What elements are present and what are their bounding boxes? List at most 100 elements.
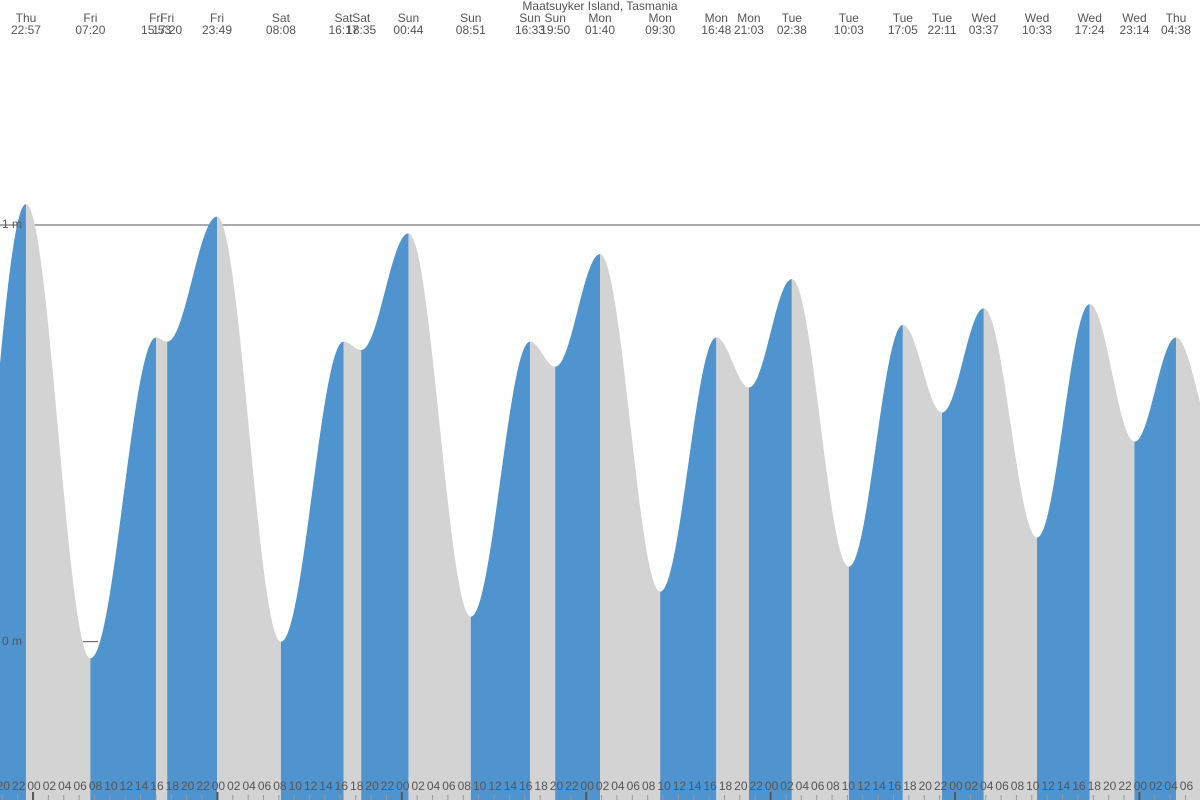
rising-area [1134, 337, 1176, 800]
x-tick-label: 00 [581, 779, 595, 793]
falling-area [600, 254, 661, 800]
x-tick-label: 02 [596, 779, 610, 793]
chart-title: Maatsuyker Island, Tasmania [522, 0, 678, 13]
event-time: 23:49 [202, 23, 232, 37]
x-tick-label: 04 [611, 779, 625, 793]
x-tick-label: 20 [365, 779, 379, 793]
event-time: 10:33 [1022, 23, 1052, 37]
x-tick-label: 04 [980, 779, 994, 793]
x-tick-label: 20 [0, 779, 10, 793]
x-tick-label: 00 [27, 779, 41, 793]
x-tick-label: 10 [1026, 779, 1040, 793]
x-tick-label: 18 [166, 779, 180, 793]
x-tick-label: 08 [89, 779, 103, 793]
x-tick-label: 22 [12, 779, 26, 793]
event-day: Mon [588, 11, 611, 25]
rising-area [280, 341, 344, 800]
x-tick-label: 04 [242, 779, 256, 793]
x-tick-label: 02 [965, 779, 979, 793]
grid [0, 224, 1200, 643]
falling-area [902, 325, 943, 800]
event-time: 22:57 [11, 23, 41, 37]
event-time: 17:05 [888, 23, 918, 37]
event-time: 10:03 [834, 23, 864, 37]
event-time: 03:37 [969, 23, 999, 37]
event-time: 17:20 [152, 23, 182, 37]
event-day: Fri [210, 11, 224, 25]
x-tick-label: 10 [104, 779, 118, 793]
x-tick-label: 18 [719, 779, 733, 793]
x-tick-label: 22 [381, 779, 395, 793]
x-tick-label: 10 [473, 779, 487, 793]
event-time: 08:08 [266, 23, 296, 37]
x-tick-label: 16 [335, 779, 349, 793]
x-tick-label: 16 [888, 779, 902, 793]
event-day: Fri [83, 11, 97, 25]
x-tick-label: 20 [550, 779, 564, 793]
x-tick-label: 14 [1057, 779, 1071, 793]
event-day: Mon [737, 11, 760, 25]
event-time: 23:14 [1119, 23, 1149, 37]
x-tick-label: 00 [396, 779, 410, 793]
x-tick-label: 06 [442, 779, 456, 793]
x-tick-label: 00 [949, 779, 963, 793]
falling-area [1089, 304, 1135, 800]
event-time: 04:38 [1161, 23, 1191, 37]
x-tick-label: 02 [227, 779, 241, 793]
x-tick-label: 04 [1164, 779, 1178, 793]
x-tick-label: 14 [872, 779, 886, 793]
y-tick-label: 0 m [2, 634, 22, 648]
x-tick-label: 12 [120, 779, 134, 793]
event-day: Fri [149, 11, 163, 25]
x-tick-label: 18 [350, 779, 364, 793]
event-time: 18:35 [346, 23, 376, 37]
event-time: 09:30 [645, 23, 675, 37]
x-tick-label: 12 [488, 779, 502, 793]
event-day: Sat [335, 11, 354, 25]
event-day: Tue [932, 11, 953, 25]
tide-areas [0, 204, 1200, 800]
falling-area [408, 233, 471, 800]
event-day: Sun [398, 11, 419, 25]
x-tick-label: 00 [765, 779, 779, 793]
event-time: 15:53 [141, 23, 171, 37]
x-tick-label: 16 [703, 779, 717, 793]
event-day: Tue [839, 11, 860, 25]
x-tick-label: 04 [427, 779, 441, 793]
x-tick-label: 06 [73, 779, 87, 793]
event-time: 16:17 [329, 23, 359, 37]
x-tick-label: 02 [43, 779, 57, 793]
rising-area [0, 204, 26, 800]
x-tick-label: 18 [534, 779, 548, 793]
x-tick-label: 14 [688, 779, 702, 793]
event-day: Wed [1025, 11, 1049, 25]
x-tick-label: 10 [657, 779, 671, 793]
x-tick-label: 14 [135, 779, 149, 793]
x-tick-label: 02 [1149, 779, 1163, 793]
x-tick-label: 00 [1134, 779, 1148, 793]
rising-area [167, 216, 218, 800]
x-tick-label: 02 [412, 779, 426, 793]
event-day: Mon [705, 11, 728, 25]
falling-area [716, 337, 749, 800]
falling-area [791, 279, 849, 800]
x-tick-label: 22 [750, 779, 764, 793]
event-day: Sun [519, 11, 540, 25]
x-tick-label: 08 [1011, 779, 1025, 793]
x-tick-label: 08 [642, 779, 656, 793]
event-time: 16:48 [701, 23, 731, 37]
x-tick-label: 14 [319, 779, 333, 793]
event-day: Fri [160, 11, 174, 25]
event-time: 22:11 [927, 23, 956, 37]
x-tick-label: 18 [1088, 779, 1102, 793]
falling-area [1175, 337, 1200, 800]
x-tick-label: 06 [258, 779, 272, 793]
x-tick-label: 06 [627, 779, 641, 793]
x-tick-label: 12 [673, 779, 687, 793]
rising-area [470, 341, 530, 800]
event-time: 17:24 [1075, 23, 1105, 37]
event-time: 00:44 [393, 23, 423, 37]
x-tick-label: 18 [903, 779, 917, 793]
x-tick-label: 00 [212, 779, 226, 793]
